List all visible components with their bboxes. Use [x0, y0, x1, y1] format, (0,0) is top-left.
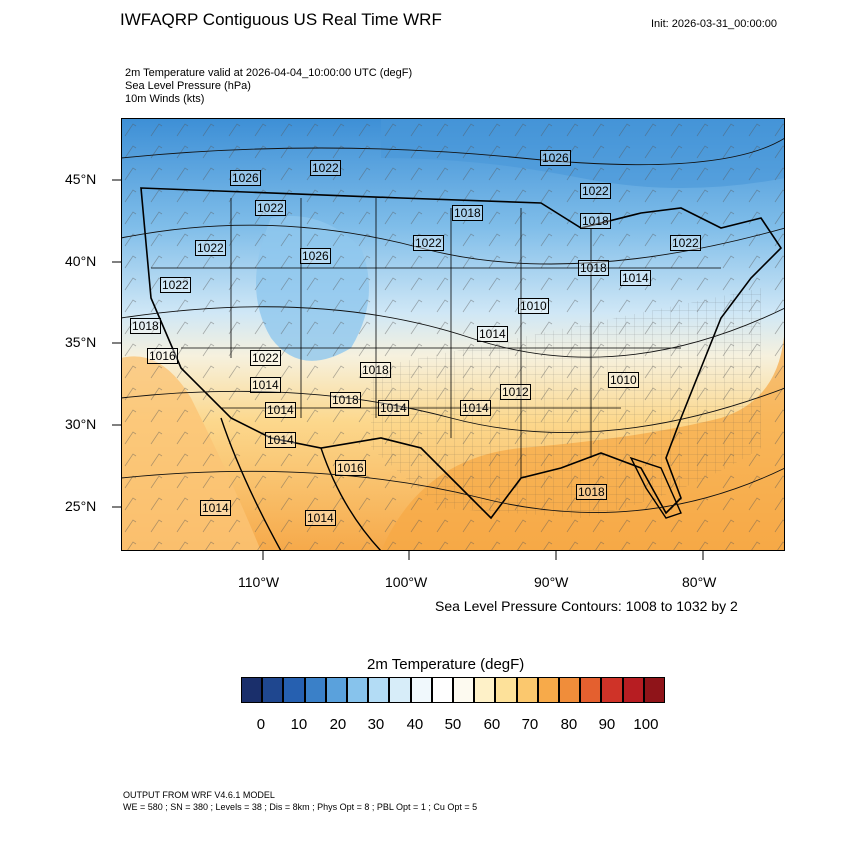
- colorbar-swatch: [389, 677, 411, 703]
- pressure-contour-label: 1014: [460, 400, 491, 416]
- lat-label-25: 25°N: [65, 498, 97, 514]
- colorbar-swatch: [325, 677, 347, 703]
- colorbar-label: 50: [444, 716, 462, 733]
- colorbar-swatch: [537, 677, 559, 703]
- pressure-contour-label: 1014: [620, 270, 651, 286]
- pressure-contour-label: 1018: [130, 318, 161, 334]
- weather-map-svg: [121, 118, 785, 551]
- colorbar-swatch: [495, 677, 517, 703]
- colorbar-swatch: [474, 677, 496, 703]
- pressure-contour-label: 1026: [540, 150, 571, 166]
- colorbar-label: 80: [560, 716, 578, 733]
- pressure-contour-label: 1014: [378, 400, 409, 416]
- pressure-contour-label: 1022: [160, 277, 191, 293]
- colorbar-swatch: [601, 677, 623, 703]
- pressure-contour-label: 1014: [477, 326, 508, 342]
- lon-label-100: 100°W: [385, 574, 428, 590]
- pressure-contour-label: 1014: [305, 510, 336, 526]
- pressure-contour-label: 1026: [300, 248, 331, 264]
- colorbar-label: 20: [329, 716, 347, 733]
- colorbar-label: 60: [483, 716, 501, 733]
- pressure-contour-label: 1018: [578, 260, 609, 276]
- pressure-contour-label: 1018: [360, 362, 391, 378]
- lon-label-90: 90°W: [534, 574, 569, 590]
- pressure-contour-label: 1016: [147, 348, 178, 364]
- colorbar-swatch: [347, 677, 369, 703]
- footer-config: WE = 580 ; SN = 380 ; Levels = 38 ; Dis …: [123, 802, 478, 812]
- pressure-contour-label: 1014: [265, 402, 296, 418]
- colorbar-swatch: [283, 677, 305, 703]
- lat-label-35: 35°N: [65, 334, 97, 350]
- pressure-contour-label: 1022: [255, 200, 286, 216]
- pressure-contour-label: 1022: [670, 235, 701, 251]
- mexico-coastline: [220, 417, 382, 551]
- pressure-contour-label: 1010: [518, 298, 549, 314]
- colorbar-swatch: [580, 677, 602, 703]
- colorbar-label: 0: [256, 716, 266, 733]
- colorbar-swatch: [262, 677, 284, 703]
- pressure-contour-label: 1018: [576, 484, 607, 500]
- pressure-contour-label: 1018: [580, 213, 611, 229]
- colorbar: [241, 677, 665, 703]
- field-line-temperature: 2m Temperature valid at 2026-04-04_10:00…: [125, 67, 413, 79]
- pressure-contour-label: 1018: [330, 392, 361, 408]
- footer-model: OUTPUT FROM WRF V4.6.1 MODEL: [123, 790, 275, 800]
- map-title: IWFAQRP Contiguous US Real Time WRF: [120, 10, 442, 29]
- colorbar-label: 100: [633, 716, 659, 733]
- colorbar-swatch: [410, 677, 432, 703]
- colorbar-title: 2m Temperature (degF): [367, 656, 525, 673]
- colorbar-swatch: [559, 677, 581, 703]
- pressure-contour-label: 1022: [195, 240, 226, 256]
- lat-label-45: 45°N: [65, 171, 97, 187]
- colorbar-swatch: [453, 677, 475, 703]
- lon-label-110: 110°W: [238, 574, 280, 590]
- init-time: Init: 2026-03-31_00:00:00: [651, 18, 777, 30]
- weather-map: [121, 118, 785, 551]
- pressure-contour-label: 1014: [200, 500, 231, 516]
- colorbar-label: 70: [521, 716, 539, 733]
- pressure-contour-label: 1022: [250, 350, 281, 366]
- pressure-contour-label: 1022: [580, 183, 611, 199]
- lat-label-30: 30°N: [65, 416, 97, 432]
- pressure-contour-label: 1018: [452, 205, 483, 221]
- colorbar-swatch: [643, 677, 665, 703]
- colorbar-swatch: [431, 677, 453, 703]
- field-line-winds: 10m Winds (kts): [125, 93, 205, 105]
- pressure-contour-label: 1026: [230, 170, 261, 186]
- colorbar-swatch: [622, 677, 644, 703]
- pressure-contour-label: 1022: [310, 160, 341, 176]
- florida-outline: [629, 456, 682, 519]
- pressure-contour-label: 1012: [500, 384, 531, 400]
- colorbar-swatch: [304, 677, 326, 703]
- field-line-pressure: Sea Level Pressure (hPa): [125, 80, 251, 92]
- colorbar-swatch: [516, 677, 538, 703]
- pressure-contour-label: 1014: [250, 377, 281, 393]
- lon-label-80: 80°W: [682, 574, 717, 590]
- pressure-contour-label: 1010: [608, 372, 639, 388]
- pressure-contour-label: 1022: [413, 235, 444, 251]
- colorbar-label: 10: [290, 716, 308, 733]
- pressure-contour-label: 1016: [335, 460, 366, 476]
- lat-label-40: 40°N: [65, 253, 97, 269]
- colorbar-swatch: [241, 677, 263, 703]
- colorbar-label: 90: [598, 716, 616, 733]
- colorbar-label: 40: [406, 716, 424, 733]
- pressure-contour-label: 1014: [265, 432, 296, 448]
- pressure-contours: [121, 137, 785, 513]
- colorbar-swatch: [368, 677, 390, 703]
- colorbar-label: 30: [367, 716, 385, 733]
- contour-note: Sea Level Pressure Contours: 1008 to 103…: [435, 598, 738, 614]
